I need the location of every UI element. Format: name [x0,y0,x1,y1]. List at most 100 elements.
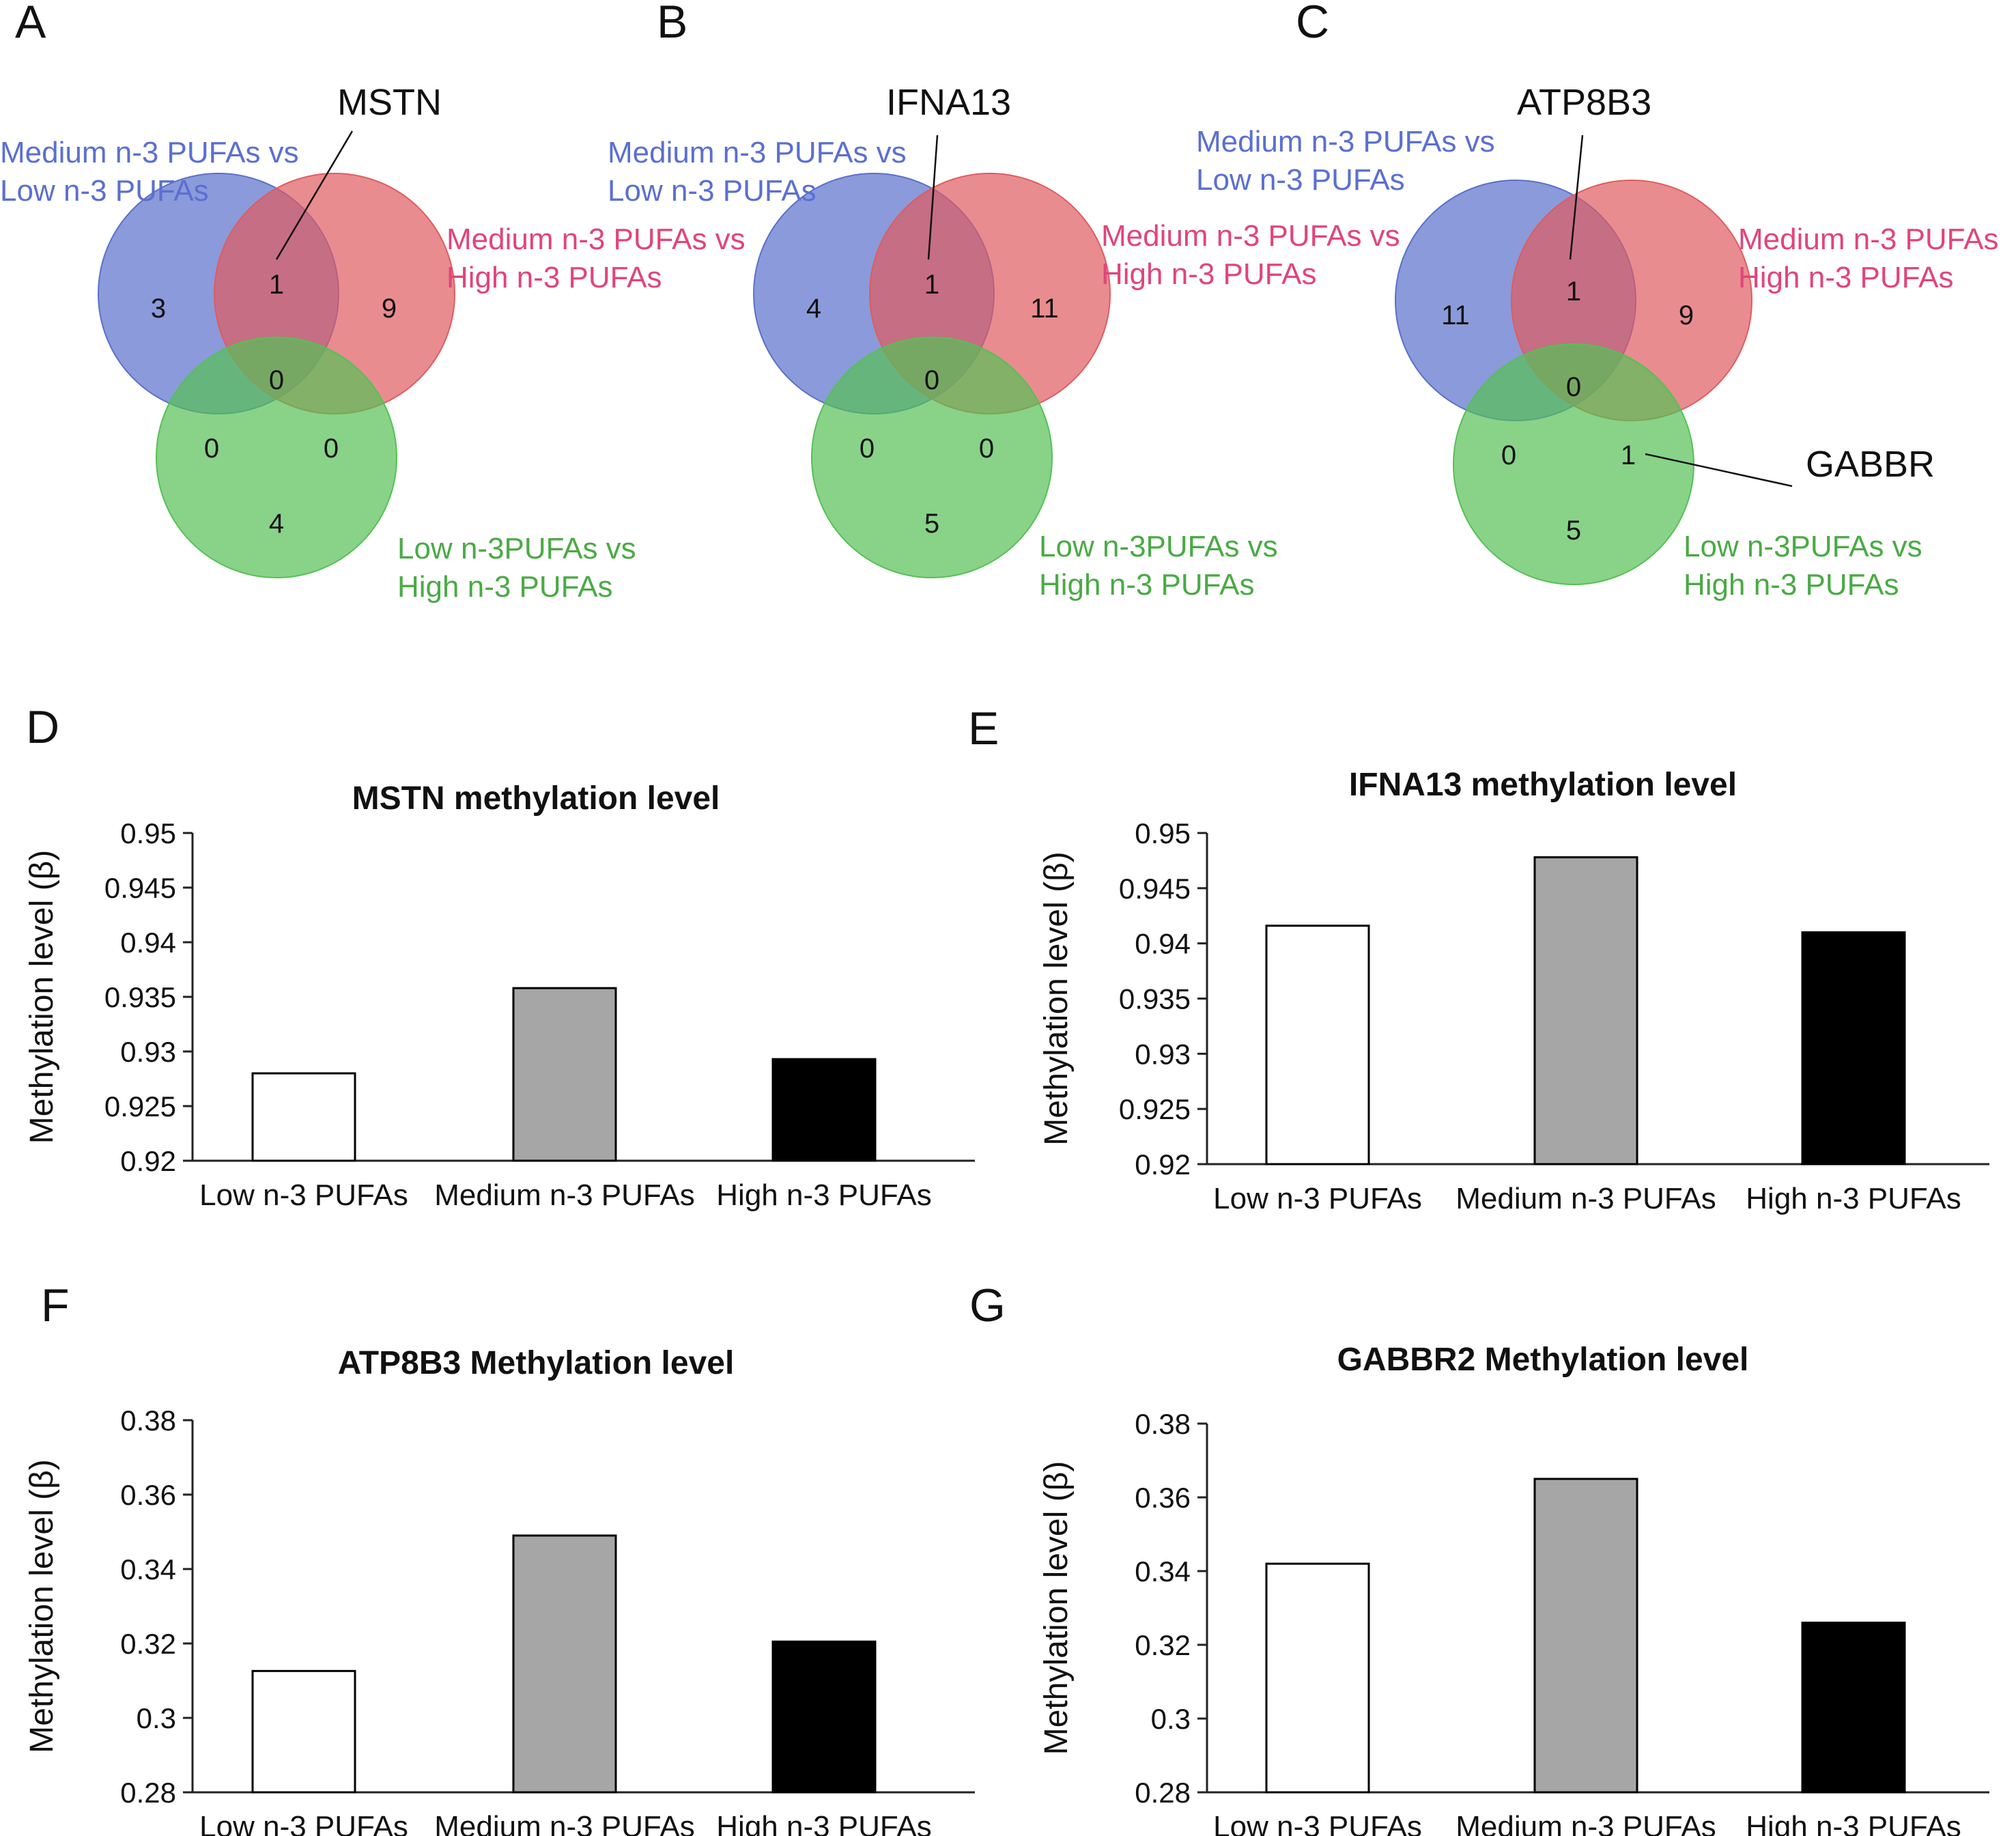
y-tick-label: 0.32 [120,1628,176,1660]
bar-medium [512,987,617,1162]
venn-count-blue-red: 1 [1566,277,1581,307]
x-tick-label: Medium n-3 PUFAs [434,1810,694,1836]
bar-high [771,1058,877,1162]
bar-chart-e: E IFNA13 methylation level 0.92 0.925 0.93 0.… [968,703,1989,1215]
y-tick-label: 0.34 [120,1553,176,1585]
venn-gene-label: IFNA13 [886,82,1011,123]
y-axis-label: Methylation level (β) [24,1459,60,1753]
venn-label-green: Low n-3PUFAs vs High n-3 PUFAs [397,532,636,604]
venn-count-red-green: 0 [324,434,339,464]
y-tick-label: 0.925 [104,1090,176,1122]
y-tick-label: 0.32 [1135,1629,1191,1661]
venn-count-green-only: 5 [1566,516,1581,546]
y-tick-label: 0.36 [120,1479,176,1511]
venn-label-red: Medium n-3 PUFAs High n-3 PUFAs [1738,223,1998,294]
label-line: Medium n-3 PUFAs vs [446,223,746,256]
x-tick-label: Medium n-3 PUFAs [1456,1182,1716,1215]
bar-chart-f: F ATP8B3 Methylation level 0.28 0.3 0.32 0.34… [24,1280,975,1836]
y-tick-label: 0.3 [137,1702,176,1734]
bar-medium [1533,856,1638,1166]
label-line: Medium n-3 PUFAs vs [0,136,299,169]
venn-count-blue-green: 0 [204,434,219,464]
bar-chart-d: D MSTN methylation level 0.92 0.925 0.93 0.93… [24,701,975,1212]
venn-count-blue-red: 1 [924,270,939,300]
x-tick-label: High n-3 PUFAs [1746,1182,1961,1215]
venn-label-blue: Medium n-3 PUFAs vs Low n-3 PUFAs [0,136,299,208]
bar-chart-g: G GABBR2 Methylation level 0.28 0.3 0.32 0.34… [969,1280,1989,1836]
label-line: High n-3 PUFAs [446,261,662,294]
venn-count-blue-green: 0 [860,434,875,464]
venn-gene-pointer [927,135,939,260]
panel-letter: C [1296,0,1329,48]
label-line: Medium n-3 PUFAs vs [1101,219,1400,253]
venn-gene-pointer [275,130,354,260]
label-line: Medium n-3 PUFAs [1738,223,1998,256]
y-tick-label: 0.92 [120,1145,176,1177]
y-tick-label: 0.95 [120,817,176,849]
y-tick-label: 0.94 [120,927,176,959]
label-line: High n-3 PUFAs [1039,568,1254,602]
label-line: Low n-3PUFAs vs [1684,530,1922,563]
venn-count-blue-red: 1 [269,270,284,300]
panel-letter: E [968,703,999,754]
venn-label-green: Low n-3PUFAs vs High n-3 PUFAs [1039,530,1278,602]
y-tick-label: 0.36 [1135,1482,1191,1514]
x-tick-label: Low n-3 PUFAs [1213,1182,1422,1215]
y-tick-label: 0.935 [104,981,176,1013]
label-line: High n-3 PUFAs [1684,568,1899,602]
venn-count-center: 0 [1566,372,1581,402]
venn-count-blue-only: 11 [1441,300,1470,330]
y-tick-label: 0.935 [1119,983,1191,1015]
bar-medium [1533,1478,1638,1794]
y-tick-label: 0.94 [1135,928,1191,960]
venn-label-green: Low n-3PUFAs vs High n-3 PUFAs [1684,530,1922,602]
x-tick-label: Low n-3 PUFAs [199,1810,408,1836]
y-axis-label: Methylation level (β) [24,850,60,1144]
venn-count-center: 0 [924,365,939,395]
venn-count-green-only: 4 [269,509,284,539]
venn-count-center: 0 [269,365,284,395]
venn-circle-green [811,337,1053,578]
x-tick-label: Low n-3 PUFAs [1213,1810,1422,1836]
venn-label-blue: Medium n-3 PUFAs vs Low n-3 PUFAs [1196,125,1495,197]
venn-label-red: Medium n-3 PUFAs vs High n-3 PUFAs [1101,219,1400,291]
label-line: Low n-3PUFAs vs [1039,530,1278,563]
venn-panel-c: C Medium n-3 PUFAs vs Low n-3 PUFAs Medium … [1196,0,1998,602]
bar-low [1265,1562,1370,1794]
y-tick-label: 0.38 [120,1404,176,1437]
label-line: High n-3 PUFAs [1738,261,1953,294]
y-tick-label: 0.28 [120,1777,176,1809]
x-tick-label: Medium n-3 PUFAs [1456,1810,1716,1836]
panel-letter: A [15,0,46,48]
chart-title: MSTN methylation level [352,780,720,817]
y-tick-label: 0.93 [120,1036,176,1068]
venn-label-blue: Medium n-3 PUFAs vs Low n-3 PUFAs [608,136,907,208]
venn-count-blue-only: 4 [806,294,821,324]
bar-medium [512,1534,617,1794]
bar-high [1801,931,1906,1166]
venn-circle-green [156,337,397,578]
venn-gene-label: ATP8B3 [1517,82,1651,123]
y-tick-label: 0.93 [1135,1038,1191,1070]
venn-label-red: Medium n-3 PUFAs vs High n-3 PUFAs [446,223,746,294]
panel-letter: F [41,1280,70,1331]
venn-count-red-only: 9 [382,294,397,324]
venn-count-blue-only: 3 [151,294,166,324]
venn-gene-label: MSTN [337,82,442,123]
x-tick-label: Medium n-3 PUFAs [434,1178,694,1212]
venn-count-blue-green: 0 [1501,440,1516,470]
y-tick-label: 0.3 [1151,1703,1191,1735]
label-line: Low n-3PUFAs vs [397,532,636,565]
label-line: High n-3 PUFAs [397,570,612,604]
panel-letter: D [26,701,59,753]
x-tick-label: High n-3 PUFAs [1746,1810,1961,1836]
x-tick-label: High n-3 PUFAs [716,1178,931,1212]
x-tick-label: Low n-3 PUFAs [199,1178,408,1212]
y-axis-label: Methylation level (β) [1038,1461,1075,1755]
venn-count-red-green: 1 [1621,440,1636,470]
venn-count-green-only: 5 [924,509,939,539]
y-tick-label: 0.34 [1135,1555,1191,1587]
